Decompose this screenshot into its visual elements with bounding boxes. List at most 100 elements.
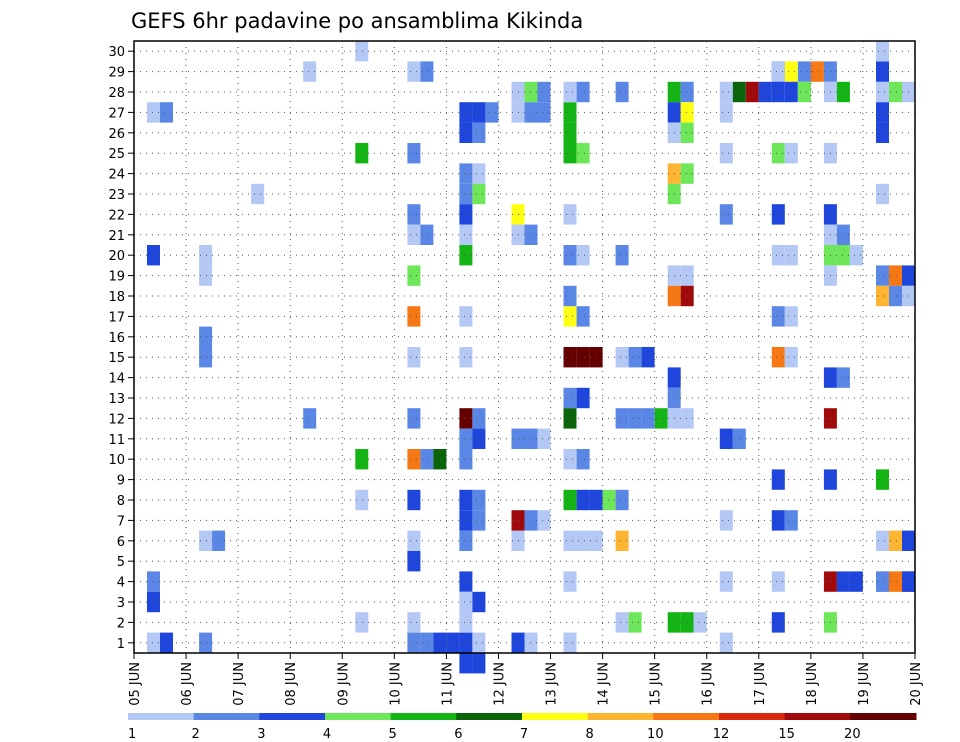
heatmap-cell [433, 449, 447, 470]
legend-swatch [325, 713, 392, 720]
heatmap-cell [407, 204, 421, 225]
heatmap-cell [719, 510, 733, 531]
heatmap-cell [407, 265, 421, 286]
legend-label: 20 [844, 727, 861, 742]
heatmap-cell [576, 530, 590, 551]
heatmap-cell [719, 632, 733, 653]
heatmap-cell [628, 408, 642, 429]
heatmap-cell [420, 224, 434, 245]
heatmap-cell [771, 306, 785, 327]
y-tick-label: 21 [108, 229, 125, 244]
y-tick-label: 1 [117, 637, 125, 652]
legend-swatch [719, 713, 786, 720]
heatmap-cell [563, 449, 577, 470]
heatmap-cell [355, 41, 369, 62]
heatmap-cell [836, 571, 850, 592]
heatmap-cell [147, 571, 160, 592]
heatmap-cell [836, 245, 850, 266]
heatmap-cell [876, 81, 889, 103]
heatmap-cell [407, 449, 421, 470]
heatmap-cell [459, 306, 473, 327]
heatmap-cell [771, 245, 785, 266]
heatmap-cell [407, 61, 421, 82]
y-tick-label: 24 [108, 168, 125, 183]
x-tick-label: 05 JUN [128, 662, 143, 706]
heatmap-cell [771, 347, 785, 368]
heatmap-cell [160, 102, 173, 123]
heatmap-cell [420, 61, 434, 82]
heatmap-cell [563, 102, 577, 123]
heatmap-cell [147, 102, 160, 123]
heatmap-cell [459, 428, 473, 449]
heatmap-cell [628, 347, 642, 368]
heatmap-cell [407, 347, 421, 368]
x-tick-label: 18 JUN [805, 662, 820, 706]
heatmap-cell [876, 530, 889, 551]
x-tick-label: 19 JUN [857, 662, 872, 706]
heatmap-cell [889, 285, 902, 307]
y-tick-label: 22 [108, 208, 125, 223]
heatmap-cell [889, 571, 902, 592]
heatmap-cell [563, 143, 577, 164]
heatmap-cell [784, 306, 798, 327]
y-tick-label: 9 [117, 474, 125, 489]
heatmap-cell [576, 81, 590, 103]
y-tick-label: 12 [108, 412, 125, 427]
heatmap-cell [459, 591, 473, 613]
heatmap-cell [199, 245, 213, 266]
heatmap-cell [459, 224, 473, 245]
y-tick-label: 26 [108, 127, 125, 142]
heatmap-cell [472, 510, 486, 531]
heatmap-cell [784, 81, 798, 103]
heatmap-cell [472, 428, 486, 449]
heatmap-cell [602, 489, 616, 511]
legend-label: 4 [323, 727, 331, 742]
heatmap-cell [784, 347, 798, 368]
heatmap-cell [784, 245, 798, 266]
y-tick-label: 3 [117, 596, 125, 611]
heatmap-cell [459, 122, 473, 143]
heatmap-cell [303, 61, 317, 82]
heatmap-cell [784, 61, 798, 82]
heatmap-cell [199, 326, 213, 347]
heatmap-cell [472, 122, 486, 143]
heatmap-cell [459, 102, 473, 123]
x-tick-label: 20 JUN [909, 662, 924, 706]
heatmap-cell [563, 285, 577, 307]
heatmap-cell [355, 612, 369, 633]
heatmap-cell [472, 489, 486, 511]
heatmap-cell [407, 408, 421, 429]
heatmap-cell [680, 408, 694, 429]
x-tick-label: 07 JUN [232, 662, 247, 706]
legend-swatch [193, 713, 260, 720]
gridlines [133, 41, 916, 653]
heatmap-cell [407, 306, 421, 327]
heatmap-cell [459, 449, 473, 470]
x-axis-ticks: 05 JUN 06 JUN 07 JUN 08 JUN 09 JUN 10 JUN 11 J… [128, 653, 924, 706]
heatmap-cell [876, 122, 889, 143]
y-tick-label: 16 [108, 331, 125, 346]
legend-swatch [259, 713, 326, 720]
y-tick-label: 6 [117, 535, 125, 550]
heatmap-cell [563, 204, 577, 225]
legend-label: 10 [647, 727, 664, 742]
heatmap-cell [303, 408, 317, 429]
heatmap-cell [576, 489, 590, 511]
heatmap-cell [485, 102, 499, 123]
heatmap-cell [472, 163, 486, 184]
y-tick-label: 15 [108, 351, 125, 366]
legend-label: 3 [257, 727, 265, 742]
heatmap-cell [563, 632, 577, 653]
heatmap-cell [355, 489, 369, 511]
heatmap-cell [563, 81, 577, 103]
heatmap-cell [680, 102, 694, 123]
legend-label: 1 [128, 727, 136, 742]
legend-label: 5 [389, 727, 397, 742]
heatmap-cell [680, 612, 694, 633]
plot-frame [133, 40, 916, 654]
heatmap-cell [472, 183, 486, 205]
heatmap-cell [147, 591, 160, 613]
x-tick-label: 09 JUN [336, 662, 351, 706]
heatmap-cell [771, 143, 785, 164]
heatmap-cell [147, 632, 160, 653]
